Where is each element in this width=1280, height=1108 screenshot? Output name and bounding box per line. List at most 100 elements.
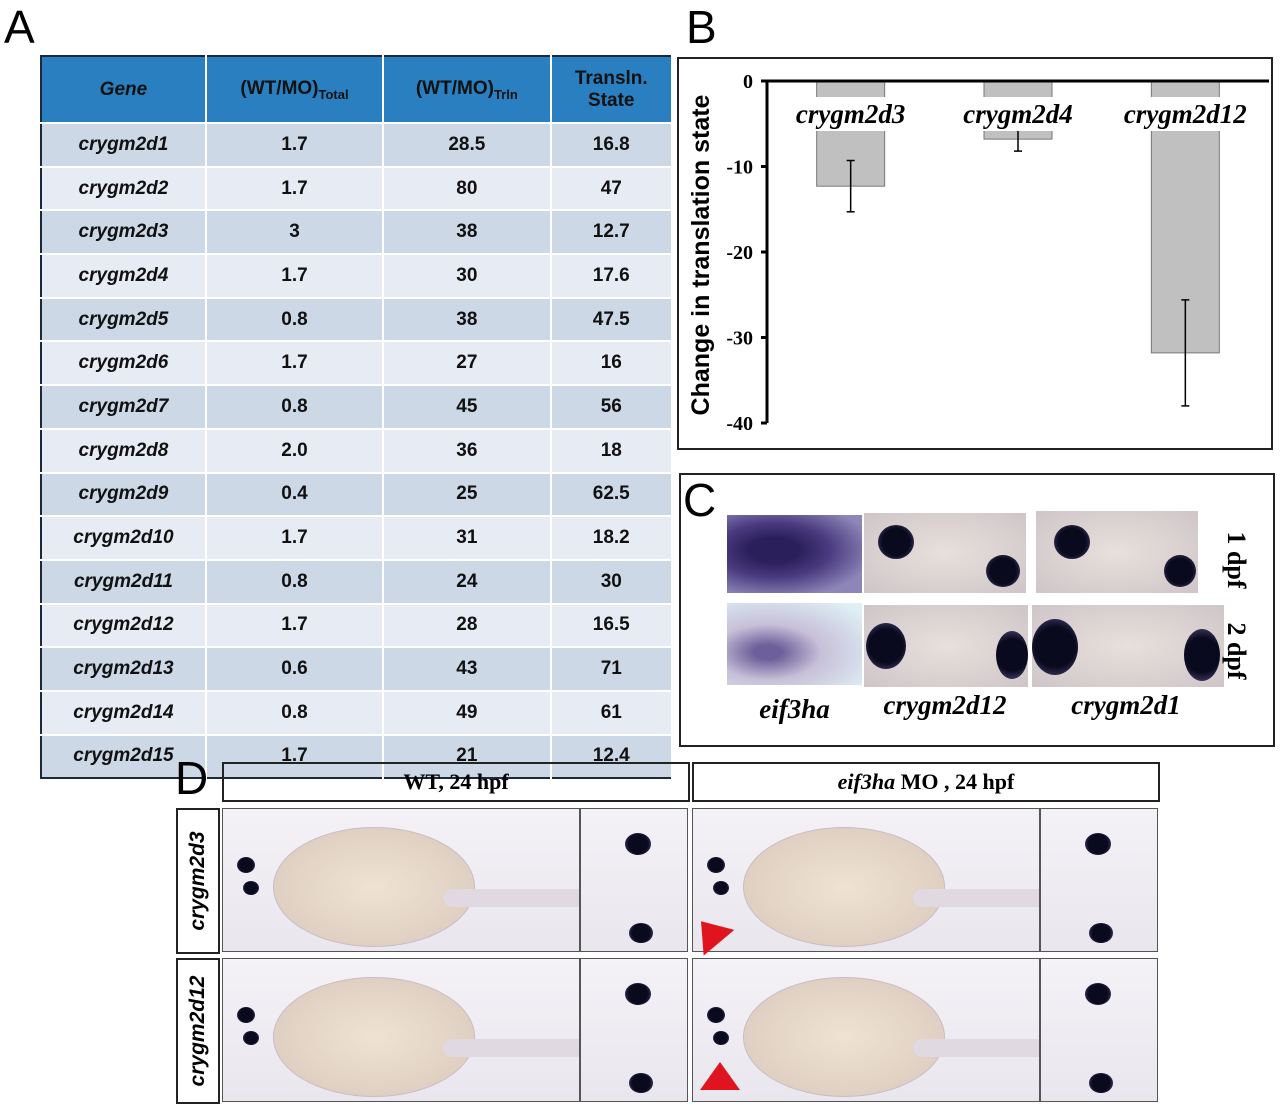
cell-gene: crygm2d15 — [41, 733, 207, 779]
image-eif3ha-1dpf — [727, 515, 862, 593]
cell-state: 12.4 — [550, 733, 674, 779]
d-row-label-crygm2d12: crygm2d12 — [176, 958, 220, 1104]
cell-gene: crygm2d8 — [41, 427, 207, 473]
category-label-crygm2d12: crygm2d12 — [1124, 99, 1247, 129]
cell-total: 0.6 — [205, 646, 385, 691]
cell-state: 16.5 — [550, 602, 674, 648]
table-row: crygm2d15 1.7 21 12.4 — [41, 733, 674, 779]
table-row: crygm2d4 1.7 30 17.6 — [41, 253, 674, 298]
cell-gene: crygm2d6 — [41, 340, 207, 386]
cell-total: 1.7 — [205, 602, 385, 648]
inset-wt-1 — [580, 958, 688, 1102]
y-tick-label: -20 — [726, 242, 753, 264]
cell-trln: 43 — [383, 646, 552, 691]
inset-mo-0 — [1040, 808, 1158, 952]
image-crygm2d1-2dpf — [1032, 605, 1224, 687]
image-crygm2d12-2dpf — [864, 605, 1028, 687]
cell-state: 17.6 — [550, 253, 674, 298]
cell-trln: 28.5 — [383, 122, 552, 167]
table-row: crygm2d12 1.7 28 16.5 — [41, 602, 674, 648]
label-bg — [1113, 97, 1258, 131]
table-row: crygm2d13 0.6 43 71 — [41, 646, 674, 691]
table-row: crygm2d14 0.8 49 61 — [41, 689, 674, 735]
cell-total: 1.7 — [205, 733, 385, 779]
c-row-1dpf: 1 dpf — [1222, 531, 1251, 589]
cell-state: 47 — [550, 165, 674, 211]
cell-gene: crygm2d1 — [41, 122, 207, 167]
c-label-crygm2d1: crygm2d1 — [1071, 690, 1181, 720]
cell-total: 0.8 — [205, 558, 385, 604]
table-row: crygm2d1 1.7 28.5 16.8 — [41, 122, 674, 167]
image-crygm2d12-1dpf — [864, 513, 1026, 593]
cell-gene: crygm2d7 — [41, 384, 207, 429]
cell-state: 30 — [550, 558, 674, 604]
cell-trln: 49 — [383, 689, 552, 735]
red-arrowhead-icon — [700, 1062, 740, 1090]
cell-gene: crygm2d5 — [41, 296, 207, 342]
table-row: crygm2d6 1.7 27 16 — [41, 340, 674, 386]
cell-state: 56 — [550, 384, 674, 429]
translation-table: Gene (WT/MO)Total (WT/MO)Trln Transln. St… — [40, 55, 674, 780]
cell-state: 18 — [550, 427, 674, 473]
cell-gene: crygm2d2 — [41, 165, 207, 211]
y-tick-label: -30 — [726, 328, 753, 350]
cell-gene: crygm2d13 — [41, 646, 207, 691]
table-row: crygm2d7 0.8 45 56 — [41, 384, 674, 429]
cell-total: 1.7 — [205, 122, 385, 167]
cell-state: 16.8 — [550, 122, 674, 167]
cell-trln: 24 — [383, 558, 552, 604]
header-gene: Gene — [41, 56, 207, 123]
cell-trln: 45 — [383, 384, 552, 429]
cell-trln: 25 — [383, 471, 552, 517]
label-bg — [946, 97, 1090, 131]
image-eif3ha-2dpf — [727, 603, 862, 685]
cell-gene: crygm2d12 — [41, 602, 207, 648]
cell-total: 2.0 — [205, 427, 385, 473]
y-tick-label: 0 — [743, 71, 753, 93]
cell-total: 0.4 — [205, 471, 385, 517]
y-tick-label: -10 — [726, 157, 753, 179]
inset-wt-0 — [580, 808, 688, 952]
cell-gene: crygm2d14 — [41, 689, 207, 735]
cell-state: 47.5 — [550, 296, 674, 342]
embryo-wt-0 — [222, 808, 580, 952]
embryo-wt-1 — [222, 958, 580, 1102]
cell-total: 1.7 — [205, 340, 385, 386]
embryo-mo-1 — [692, 958, 1040, 1102]
cell-state: 18.2 — [550, 515, 674, 560]
cell-total: 1.7 — [205, 515, 385, 560]
panel-b-chart: crygm2d3 crygm2d4 crygm2d12 0 -10 -20 -30 -40 Ch… — [677, 57, 1273, 450]
cell-total: 1.7 — [205, 165, 385, 211]
cell-trln: 28 — [383, 602, 552, 648]
panel-label-b: B — [686, 1, 717, 53]
cell-state: 12.7 — [550, 209, 674, 255]
inset-mo-1 — [1040, 958, 1158, 1102]
table-row: crygm2d2 1.7 80 47 — [41, 165, 674, 211]
cell-state: 16 — [550, 340, 674, 386]
cell-trln: 30 — [383, 253, 552, 298]
cell-total: 0.8 — [205, 296, 385, 342]
cell-trln: 38 — [383, 209, 552, 255]
table-row: crygm2d5 0.8 38 47.5 — [41, 296, 674, 342]
cell-trln: 27 — [383, 340, 552, 386]
cell-trln: 21 — [383, 733, 552, 779]
cell-trln: 80 — [383, 165, 552, 211]
panel-label-c: C — [683, 474, 717, 526]
header-state: Transln. State — [550, 56, 674, 123]
cell-state: 71 — [550, 646, 674, 691]
table-row: crygm2d11 0.8 24 30 — [41, 558, 674, 604]
header-total: (WT/MO)Total — [205, 56, 385, 123]
cell-trln: 36 — [383, 427, 552, 473]
cell-state: 61 — [550, 689, 674, 735]
cell-total: 0.8 — [205, 384, 385, 429]
c-label-crygm2d12: crygm2d12 — [883, 690, 1007, 720]
cell-gene: crygm2d4 — [41, 253, 207, 298]
cell-total: 0.8 — [205, 689, 385, 735]
category-label-crygm2d3: crygm2d3 — [796, 99, 905, 129]
d-header-wt: WT, 24 hpf — [222, 762, 690, 802]
label-bg — [778, 97, 923, 131]
table-row: crygm2d8 2.0 36 18 — [41, 427, 674, 473]
cell-gene: crygm2d10 — [41, 515, 207, 560]
table-row: crygm2d10 1.7 31 18.2 — [41, 515, 674, 560]
cell-gene: crygm2d3 — [41, 209, 207, 255]
